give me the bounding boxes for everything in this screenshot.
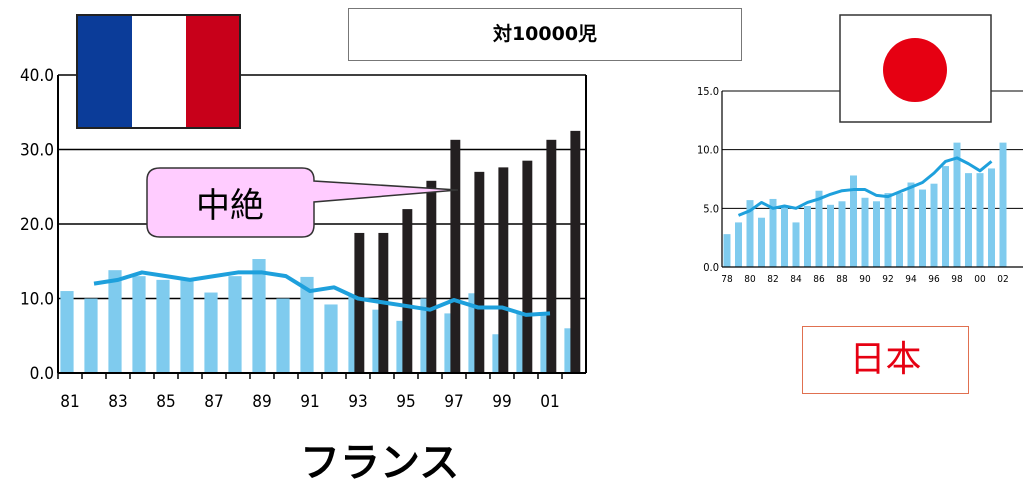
japan-bar xyxy=(965,173,972,267)
france-label: フランス xyxy=(300,440,460,486)
france-x-tick: 99 xyxy=(492,392,511,412)
france-x-tick: 85 xyxy=(156,392,175,412)
japan-x-tick: 80 xyxy=(744,274,756,285)
france-y-tick: 40.0 xyxy=(20,66,54,86)
japan-bar xyxy=(804,205,811,267)
france-x-tick: 01 xyxy=(540,392,559,412)
france-y-tick: 20.0 xyxy=(20,215,54,235)
france-x-tick: 97 xyxy=(444,392,463,412)
japan-bar xyxy=(723,234,731,267)
japan-x-tick: 90 xyxy=(859,274,871,285)
japan-x-tick: 82 xyxy=(767,274,778,285)
japan-bar xyxy=(919,189,926,267)
france-bar-dark xyxy=(522,160,533,373)
japan-bar xyxy=(861,197,869,267)
japan-bar xyxy=(792,222,800,267)
france-trend-line xyxy=(93,270,551,317)
france-x-tick: 95 xyxy=(396,392,415,412)
france-x-tick: 93 xyxy=(348,392,367,412)
callout-label: 中絶 xyxy=(196,186,264,226)
japan-y-tick: 0.0 xyxy=(703,261,719,274)
japan-x-tick: 88 xyxy=(836,274,848,285)
japan-x-tick: 94 xyxy=(905,274,917,285)
japan-x-tick: 78 xyxy=(721,274,733,285)
france-y-tick: 30.0 xyxy=(20,141,54,161)
japan-bar xyxy=(999,142,1007,267)
japan-y-tick: 10.0 xyxy=(697,144,719,157)
france-chart: 0.0 10.0 20.0 30.0 40.0 81 83 85 87 89 91 93 95 97 99 0… xyxy=(20,66,587,412)
japan-bar xyxy=(896,193,903,267)
france-bar-light xyxy=(108,270,122,373)
france-bar-dark xyxy=(354,232,365,373)
japan-bar xyxy=(735,222,742,267)
france-x-tick: 83 xyxy=(108,392,127,412)
japan-bar xyxy=(873,201,880,267)
japan-bar xyxy=(884,193,892,267)
japan-bar xyxy=(953,142,961,267)
japan-x-tick: 84 xyxy=(790,274,802,285)
japan-y-tick: 5.0 xyxy=(703,202,719,215)
japan-chart: 0.0 5.0 10.0 15.0 78 80 82 84 86 88 90 92 94 96 98 00 02 xyxy=(697,85,1023,285)
japan-flag xyxy=(839,14,992,123)
france-flag xyxy=(76,14,241,129)
japan-bar xyxy=(907,182,915,267)
france-bar-light xyxy=(60,291,74,373)
japan-x-tick: 98 xyxy=(951,274,963,285)
japan-bar xyxy=(930,183,938,267)
france-bar-light xyxy=(132,276,146,373)
japan-bar xyxy=(769,198,777,267)
france-bar-dark xyxy=(426,180,437,373)
france-bar-dark xyxy=(474,171,485,373)
france-bar-dark xyxy=(546,139,557,373)
japan-label: 日本 xyxy=(802,326,969,394)
japan-x-tick: 00 xyxy=(974,274,986,285)
france-x-tick: 89 xyxy=(252,392,271,412)
japan-bar xyxy=(815,190,823,267)
japan-x-tick: 86 xyxy=(813,274,825,285)
japan-bar xyxy=(838,201,846,267)
rate-unit-box: 対10000児 xyxy=(348,8,742,61)
japan-bar xyxy=(827,204,834,267)
france-y-tick: 10.0 xyxy=(20,290,54,310)
france-x-tick: 81 xyxy=(60,392,79,412)
france-bar-light xyxy=(324,304,338,373)
japan-trend-line xyxy=(737,156,993,217)
france-bar-light xyxy=(276,298,290,373)
japan-bar xyxy=(988,168,995,267)
france-x-tick: 87 xyxy=(204,392,223,412)
japan-bar xyxy=(976,173,984,267)
japan-bar xyxy=(942,166,949,267)
japan-bar xyxy=(850,175,857,267)
france-bar-dark xyxy=(450,139,461,373)
france-x-tick: 91 xyxy=(300,392,319,412)
japan-bar xyxy=(781,207,788,267)
france-bar-dark xyxy=(402,209,413,373)
japan-x-tick: 96 xyxy=(928,274,940,285)
japan-y-tick: 15.0 xyxy=(697,85,719,98)
france-bar-dark xyxy=(570,130,581,373)
france-bar-dark xyxy=(498,167,509,373)
abortion-callout: 中絶 xyxy=(146,167,459,238)
france-bar-light xyxy=(84,298,98,373)
japan-x-tick: 02 xyxy=(997,274,1008,285)
japan-bar xyxy=(758,217,765,267)
france-bar-light xyxy=(180,279,194,373)
france-bar-light xyxy=(228,276,242,373)
japan-bar xyxy=(746,200,754,267)
france-bar-light xyxy=(300,276,314,373)
france-y-tick: 0.0 xyxy=(30,364,54,384)
france-bar-light xyxy=(252,259,266,373)
france-bar-light xyxy=(204,292,218,373)
japan-x-tick: 92 xyxy=(882,274,893,285)
france-bar-light xyxy=(156,279,170,373)
